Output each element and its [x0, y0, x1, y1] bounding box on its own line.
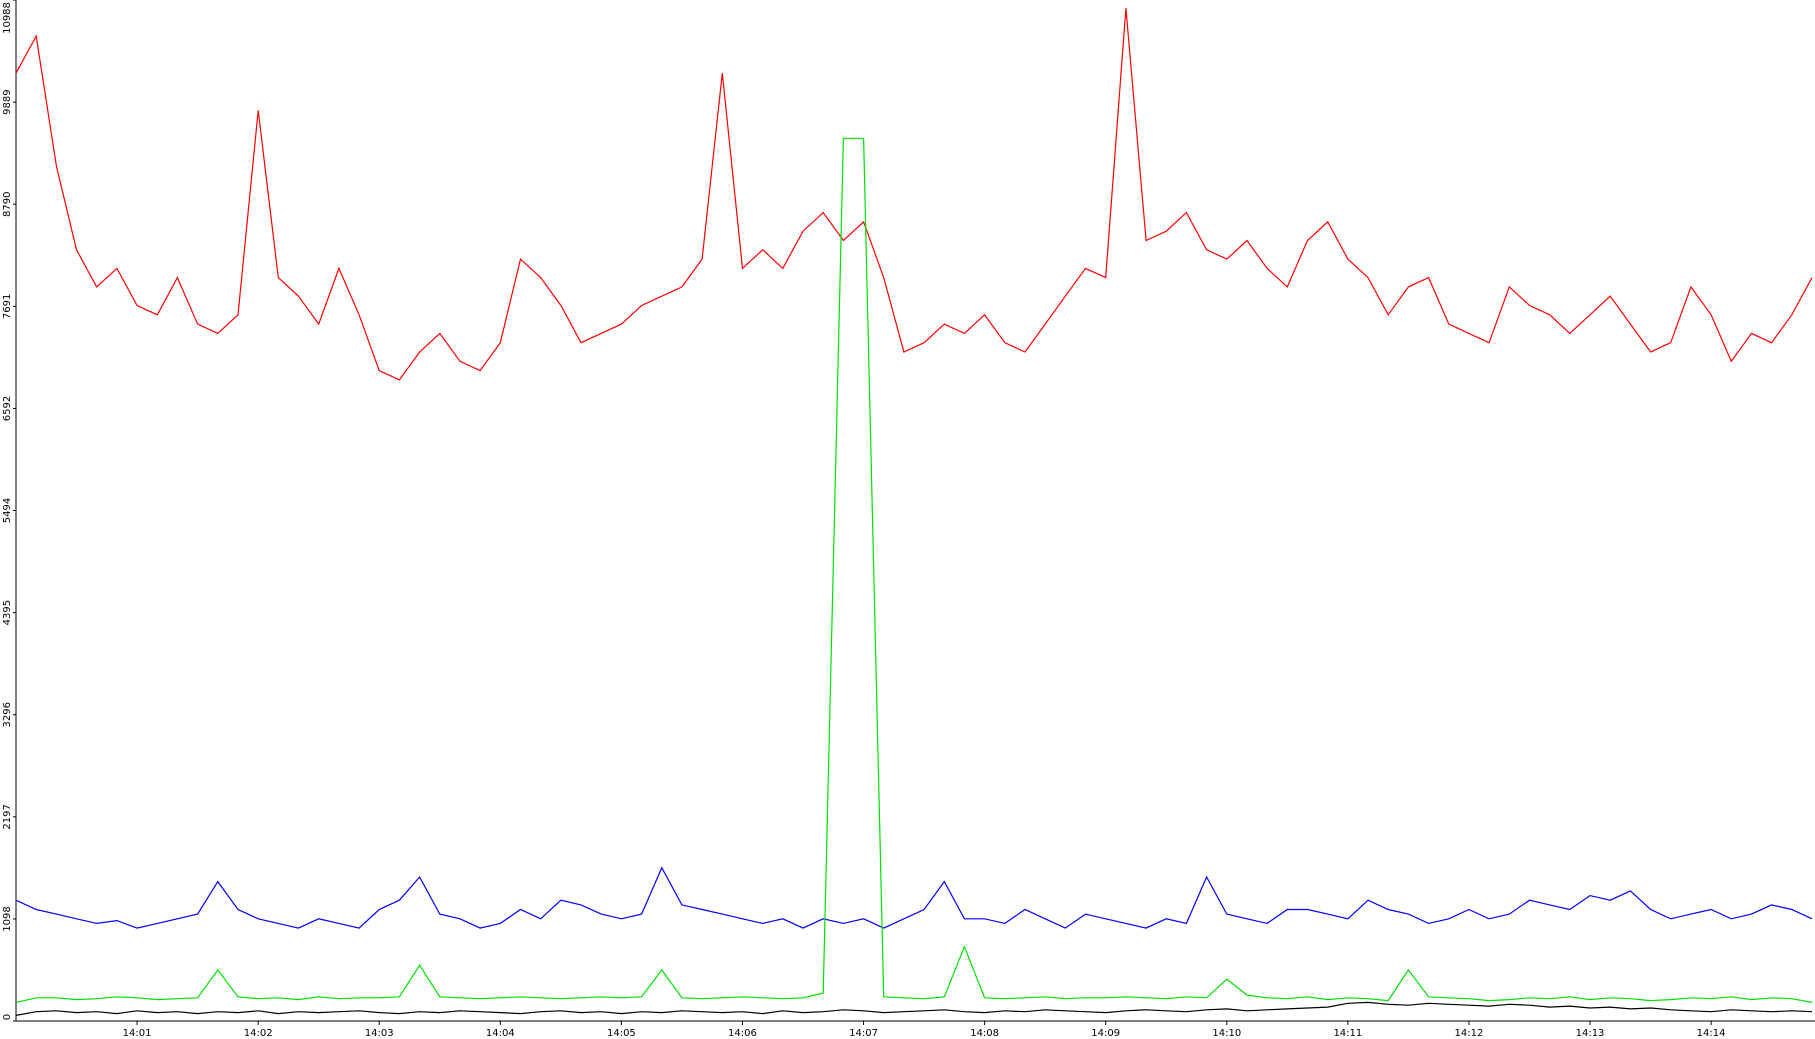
x-tick-label: 14:12	[1455, 1028, 1484, 1039]
y-tick-label: 7691	[2, 294, 13, 319]
x-tick-label: 14:07	[849, 1028, 878, 1039]
y-tick-label: 3296	[2, 702, 13, 727]
x-tick-label: 14:13	[1576, 1028, 1605, 1039]
y-tick-label: 8790	[2, 192, 13, 217]
x-tick-label: 14:11	[1333, 1028, 1362, 1039]
x-tick-label: 14:01	[123, 1028, 152, 1039]
series-line	[15, 1001, 1813, 1016]
x-tick-label: 14:06	[728, 1028, 757, 1039]
x-tick-label: 14:03	[365, 1028, 394, 1039]
y-tick-label: 10988	[2, 2, 13, 34]
x-tick-label: 14:02	[244, 1028, 273, 1039]
y-tick-label: 4395	[2, 600, 13, 625]
y-tick-label: 5494	[2, 498, 13, 523]
x-tick-label: 14:05	[607, 1028, 636, 1039]
x-tick-label: 14:04	[486, 1028, 515, 1039]
series-line	[15, 866, 1813, 929]
y-tick-label: 1098	[2, 906, 13, 931]
x-tick-label: 14:10	[1212, 1028, 1241, 1039]
series-line	[15, 137, 1813, 1003]
x-tick-label: 14:14	[1697, 1028, 1726, 1039]
y-tick-label: 0	[2, 1014, 13, 1020]
y-tick-label: 6592	[2, 396, 13, 421]
x-tick-label: 14:09	[1091, 1028, 1120, 1039]
series-line	[15, 8, 1813, 381]
x-tick-label: 14:08	[970, 1028, 999, 1039]
y-tick-label: 2197	[2, 804, 13, 829]
y-tick-label: 9889	[2, 89, 13, 114]
